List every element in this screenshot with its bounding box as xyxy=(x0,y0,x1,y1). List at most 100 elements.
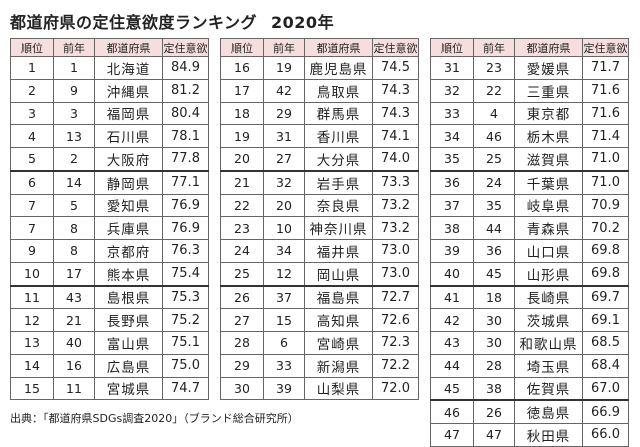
rank-cell: 21 xyxy=(220,169,264,195)
prev-rank-cell: 6 xyxy=(263,331,305,355)
table-row: 12 21 長野県 75.2 xyxy=(10,308,209,332)
prev-rank-cell: 4 xyxy=(473,101,515,126)
score-cell: 67.0 xyxy=(582,376,629,401)
column-header: 定住意欲 xyxy=(162,38,209,57)
prev-rank-cell: 32 xyxy=(263,169,305,195)
prefecture-cell: 愛媛県 xyxy=(514,56,583,80)
prev-rank-cell: 11 xyxy=(53,376,95,401)
prefecture-cell: 岩手県 xyxy=(304,169,373,195)
prev-rank-cell: 31 xyxy=(263,124,305,148)
prefecture-cell: 沖縄県 xyxy=(94,78,163,103)
prefecture-cell: 岐阜県 xyxy=(514,193,583,218)
rank-cell: 38 xyxy=(430,216,474,240)
table-row: 23 10 神奈川県 73.2 xyxy=(220,216,419,240)
column-header: 順位 xyxy=(430,38,474,57)
table-row: 1 1 北海道 84.9 xyxy=(10,56,209,80)
prefecture-cell: 千葉県 xyxy=(514,169,583,195)
table-row: 31 23 愛媛県 71.7 xyxy=(430,56,629,80)
table-row: 5 2 大阪府 77.8 xyxy=(10,146,209,172)
table-row: 38 44 青森県 70.2 xyxy=(430,216,629,240)
column-header: 定住意欲 xyxy=(582,38,629,57)
prev-rank-cell: 28 xyxy=(473,353,515,378)
prefecture-cell: 長野県 xyxy=(94,308,163,332)
table-row: 20 27 大分県 74.0 xyxy=(220,146,419,172)
rank-cell: 9 xyxy=(10,239,54,263)
prefecture-cell: 愛知県 xyxy=(94,193,163,218)
table-row: 37 35 岐阜県 70.9 xyxy=(430,193,629,218)
column-header: 都道府県 xyxy=(514,38,583,57)
rank-cell: 16 xyxy=(220,56,264,80)
prefecture-cell: 静岡県 xyxy=(94,169,163,195)
header-row: 順位 前年 都道府県 定住意欲 xyxy=(10,38,209,57)
score-cell: 73.2 xyxy=(372,216,419,240)
prev-rank-cell: 3 xyxy=(53,101,95,126)
score-cell: 72.2 xyxy=(372,353,419,378)
prev-rank-cell: 30 xyxy=(473,308,515,332)
prev-rank-cell: 36 xyxy=(473,239,515,263)
rank-cell: 44 xyxy=(430,353,474,378)
prev-rank-cell: 43 xyxy=(53,284,95,310)
rank-cell: 10 xyxy=(10,261,54,287)
prefecture-cell: 埼玉県 xyxy=(514,353,583,378)
rank-cell: 7 xyxy=(10,216,54,240)
column-header: 順位 xyxy=(220,38,264,57)
prev-rank-cell: 5 xyxy=(53,193,95,218)
score-cell: 70.9 xyxy=(582,193,629,218)
prev-rank-cell: 18 xyxy=(473,284,515,310)
score-cell: 74.5 xyxy=(372,56,419,80)
score-cell: 84.9 xyxy=(162,56,209,80)
ranking-table-1: 順位 前年 都道府県 定住意欲 1 1 北海道 84.9 2 9 沖縄県 81.2 3 3 福岡県 80.4 4… xyxy=(10,38,209,401)
rank-cell: 41 xyxy=(430,284,474,310)
score-cell: 73.3 xyxy=(372,169,419,195)
prev-rank-cell: 29 xyxy=(263,101,305,126)
score-cell: 71.6 xyxy=(582,78,629,103)
prefecture-cell: 山口県 xyxy=(514,239,583,263)
score-cell: 68.5 xyxy=(582,331,629,355)
prev-rank-cell: 2 xyxy=(53,146,95,172)
prefecture-cell: 滋賀県 xyxy=(514,146,583,172)
column-header: 都道府県 xyxy=(304,38,373,57)
prefecture-cell: 群馬県 xyxy=(304,101,373,126)
prefecture-cell: 山梨県 xyxy=(304,376,373,401)
rank-cell: 39 xyxy=(430,239,474,263)
prev-rank-cell: 40 xyxy=(53,331,95,355)
prefecture-cell: 宮城県 xyxy=(94,376,163,401)
score-cell: 73.0 xyxy=(372,239,419,263)
prev-rank-cell: 34 xyxy=(263,239,305,263)
prefecture-cell: 鹿児島県 xyxy=(304,56,373,80)
rank-cell: 15 xyxy=(10,376,54,401)
prev-rank-cell: 39 xyxy=(263,376,305,401)
rank-cell: 4 xyxy=(10,124,54,148)
column-header: 前年 xyxy=(473,38,515,57)
title-year: 2020年 xyxy=(271,13,335,32)
prev-rank-cell: 9 xyxy=(53,78,95,103)
rank-cell: 30 xyxy=(220,376,264,401)
prev-rank-cell: 13 xyxy=(53,124,95,148)
score-cell: 73.0 xyxy=(372,261,419,287)
prefecture-cell: 宮崎県 xyxy=(304,331,373,355)
column-header: 定住意欲 xyxy=(372,38,419,57)
column-header: 前年 xyxy=(53,38,95,57)
score-cell: 68.4 xyxy=(582,353,629,378)
score-cell: 74.3 xyxy=(372,78,419,103)
score-cell: 75.2 xyxy=(162,308,209,332)
score-cell: 74.7 xyxy=(162,376,209,401)
prefecture-cell: 山形県 xyxy=(514,261,583,287)
table-row: 7 5 愛知県 76.9 xyxy=(10,193,209,218)
prev-rank-cell: 25 xyxy=(473,146,515,172)
prefecture-cell: 秋田県 xyxy=(514,423,583,447)
score-cell: 71.6 xyxy=(582,101,629,126)
score-cell: 66.0 xyxy=(582,423,629,447)
rank-cell: 25 xyxy=(220,261,264,287)
prefecture-cell: 奈良県 xyxy=(304,193,373,218)
rank-cell: 27 xyxy=(220,308,264,332)
score-cell: 69.8 xyxy=(582,239,629,263)
table-row: 40 45 山形県 69.8 xyxy=(430,261,629,287)
rank-cell: 11 xyxy=(10,284,54,310)
prefecture-cell: 新潟県 xyxy=(304,353,373,378)
rank-cell: 47 xyxy=(430,423,474,447)
rank-cell: 31 xyxy=(430,56,474,80)
prefecture-cell: 福島県 xyxy=(304,284,373,310)
prev-rank-cell: 8 xyxy=(53,239,95,263)
column-header: 都道府県 xyxy=(94,38,163,57)
